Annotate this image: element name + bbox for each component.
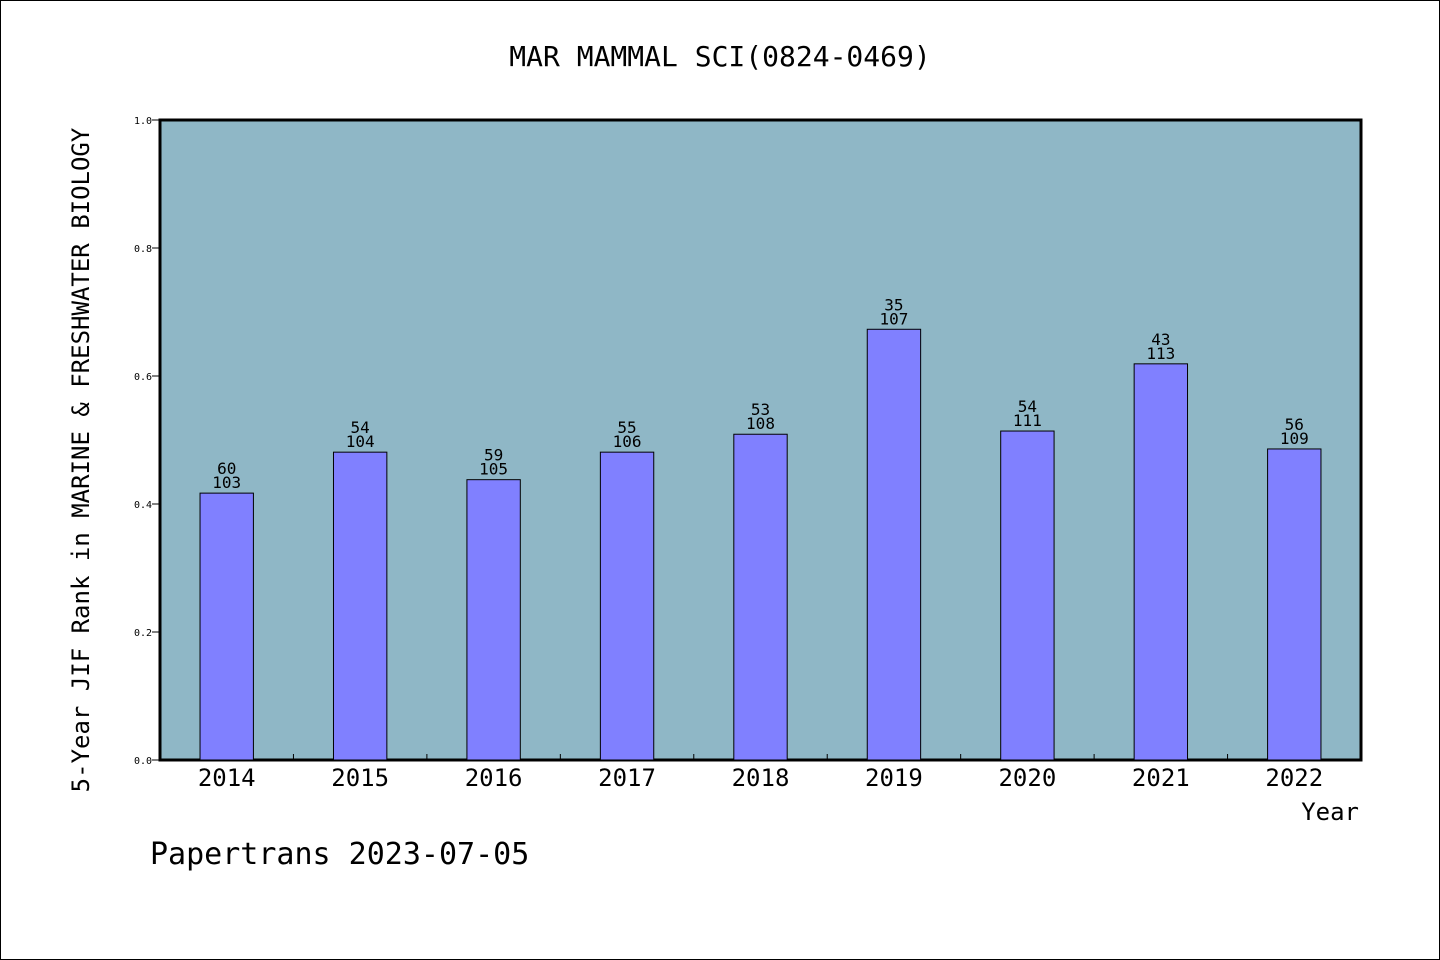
bar (733, 433, 788, 761)
bar-rank-label: 59 (484, 446, 503, 465)
bar-total-label: 108 (746, 414, 775, 433)
chart-title: MAR MAMMAL SCI(0824-0469) (509, 40, 930, 73)
x-tick-label: 2016 (465, 764, 523, 792)
y-tick-label: 0.0 (134, 756, 152, 767)
bar-total-label: 103 (212, 473, 241, 492)
bar-total-label: 111 (1013, 411, 1042, 430)
x-tick-label: 2020 (998, 764, 1056, 792)
bar-total-label: 105 (479, 460, 508, 479)
bar-series: 6010354104591055510653108351075411143113… (199, 295, 1322, 761)
bar-rank-label: 54 (1018, 397, 1037, 416)
y-tick-label: 0.6 (134, 372, 152, 383)
bar-total-label: 104 (346, 432, 375, 451)
bar-total-label: 107 (879, 309, 908, 328)
x-tick-label: 2019 (865, 764, 923, 792)
bar-total-label: 113 (1146, 344, 1175, 363)
x-axis-label: Year (1301, 798, 1359, 826)
bar-rank-label: 43 (1151, 330, 1170, 349)
x-tick-label: 2022 (1265, 764, 1323, 792)
bar (599, 451, 655, 761)
bar-total-label: 106 (613, 432, 642, 451)
bar-rank-label: 56 (1285, 415, 1304, 434)
y-tick-label: 0.8 (134, 244, 152, 255)
x-tick-label: 2017 (598, 764, 656, 792)
bar-rank-label: 60 (217, 459, 236, 478)
bar-rank-label: 35 (884, 295, 903, 314)
y-axis: 0.0 0.2 0.4 0.6 0.8 1.0 (134, 116, 160, 767)
bar (466, 479, 521, 761)
bar-rank-label: 54 (351, 418, 370, 437)
bar-total-label: 109 (1280, 429, 1309, 448)
bar-rank-label: 53 (751, 400, 770, 419)
x-tick-label: 2021 (1132, 764, 1190, 792)
bar (1267, 448, 1322, 761)
bar (1133, 363, 1189, 761)
y-axis-label: 5-Year JIF Rank in MARINE & FRESHWATER B… (67, 127, 95, 792)
bar (332, 451, 388, 761)
bar-rank-label: 55 (617, 418, 636, 437)
bar (1000, 430, 1055, 761)
y-tick-label: 1.0 (134, 116, 152, 127)
footer-credit: Papertrans 2023-07-05 (150, 837, 529, 872)
y-tick-label: 0.4 (134, 500, 152, 511)
bar (866, 328, 922, 761)
x-axis: 2014 2015 2016 2017 2018 2019 2020 2021 2022 (198, 754, 1323, 792)
x-tick-label: 2018 (732, 764, 790, 792)
x-tick-label: 2014 (198, 764, 256, 792)
bar (199, 492, 254, 761)
x-tick-label: 2015 (331, 764, 389, 792)
y-tick-label: 0.2 (134, 628, 152, 639)
